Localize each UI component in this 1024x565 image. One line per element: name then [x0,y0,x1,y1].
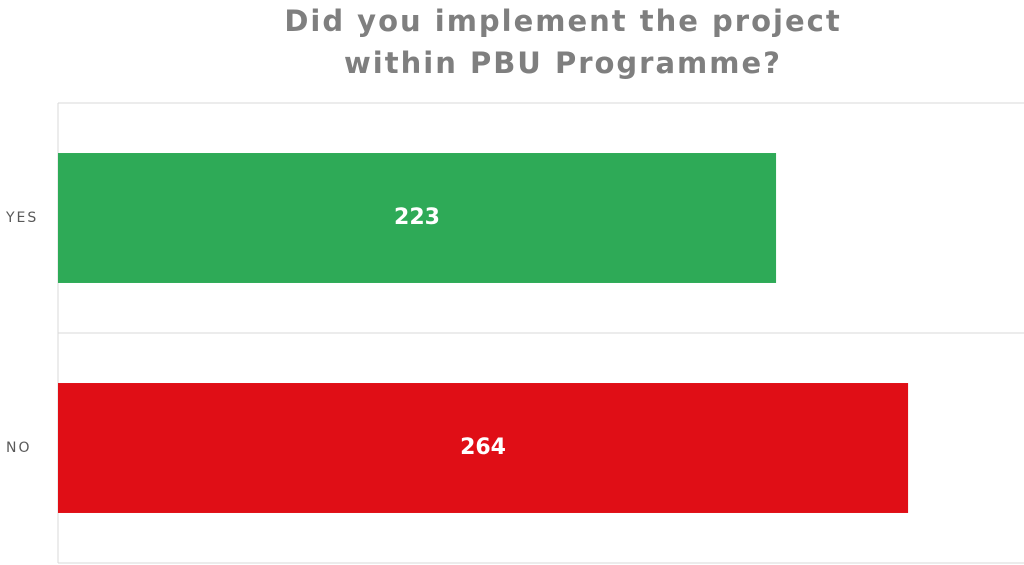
bar [58,153,777,283]
value-label: 264 [460,435,506,460]
bar [58,383,909,513]
y-tick-label: YES [5,210,38,226]
chart-title: Did you implement the project within PBU… [284,4,842,80]
y-tick-label: NO [6,440,32,456]
value-label: 223 [394,205,440,230]
